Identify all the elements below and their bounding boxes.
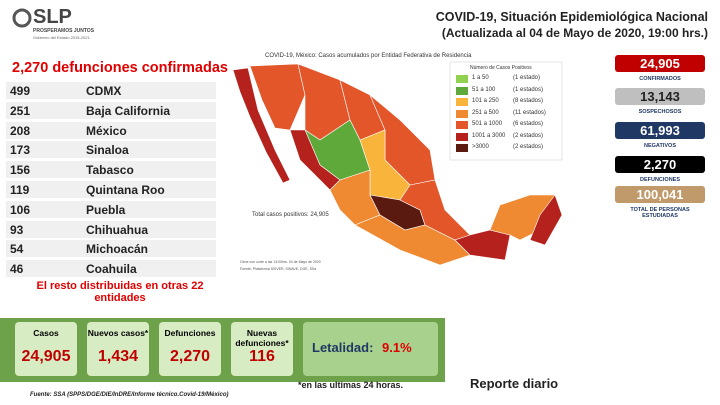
legend-range: >3000 [472,144,489,150]
stat-value: 100,041 [615,186,705,203]
stat-value: 13,143 [615,88,705,105]
summary-label: Casos [33,328,59,338]
footnote: *en las ultimas 24 horas. [298,380,404,390]
government: Gobierno del Estado 2015-2021 [33,35,90,40]
death-count: 54 [10,242,24,257]
death-count: 119 [10,183,30,197]
death-count: 156 [10,163,31,178]
death-count: 106 [10,202,31,217]
report: Reporte diario [470,376,559,391]
map-note: Fuente: Plataforma SISVER, SINAVE, DGE, … [240,267,317,271]
legend-range: 51 a 100 [472,86,496,93]
map-region [232,67,291,184]
subtitle: (Actualizada al 04 de Mayo de 2020, 19:0… [441,26,708,40]
map [232,63,563,266]
death-row: 499 CDMX [6,82,216,99]
death-count: 251 [10,103,31,118]
death-state: México [86,123,127,138]
stat-label: CONFIRMADOS [639,76,681,82]
death-row: 173 Sinaloa [6,141,216,159]
legend-swatch [456,75,468,83]
death-state: CDMX [86,84,122,98]
summary-label: Defunciones [164,328,216,338]
legend-count: (8 estados) [513,98,544,104]
logo: SLP [33,6,72,28]
logo-mark [12,8,32,28]
stat-value: 2,270 [615,156,705,173]
summary-value: 116 [249,348,275,365]
death-row: 54 Michoacán [6,240,216,258]
legend-swatch [456,121,468,129]
death-count: 208 [10,123,31,138]
legend-count: (6 estados) [513,121,544,127]
summary-label: Nuevas defunciones* [235,328,289,348]
title: COVID-19, Situación Epidemiológica Nacio… [435,10,708,24]
death-count: 499 [10,84,31,98]
lethality-box [303,322,438,376]
slogan: PROSPERAMOS JUNTOS [33,28,95,34]
legend-box [449,61,563,161]
legend-swatch [456,86,468,95]
summary-value: 24,905 [21,348,71,365]
death-count: 46 [10,262,24,277]
legend-range: 101 a 250 [472,98,499,104]
legend-count: (1 estados) [513,86,544,93]
death-state: Puebla [86,202,126,217]
death-row: 251 Baja California [6,101,216,119]
death-state: Chihuahua [86,222,148,237]
legend-swatch [456,144,468,152]
lethality-label: Letalidad: [312,340,374,355]
stat-value: 24,905 [615,55,705,72]
source: Fuente: SSA (SPPS/DGE/DIE/InDRE/Informe … [30,392,229,398]
death-state: Tabasco [86,163,134,178]
legend-range: 501 a 1000 [472,121,503,127]
legend-count: (11 estados) [513,109,546,116]
legend-swatch [456,98,468,106]
death-row: 106 Puebla [6,200,216,218]
stat-label: NEGATIVOS [644,143,676,149]
death-count: 173 [10,143,31,158]
legend-count: (2 estados) [513,144,544,150]
summary-box: Nuevas defunciones* 116 [231,322,293,376]
death-state: Coahuila [86,262,137,277]
death-row: 93 Chihuahua [6,220,216,238]
death-row: 46 Coahuila [6,260,216,278]
legend-count: (2 estados) [513,132,544,139]
death-row: 156 Tabasco [6,161,216,179]
map-total: Total casos positivos: 24,905 [252,212,329,218]
death-row: 208 México [6,121,216,139]
summary-box: Casos 24,905 [15,322,77,376]
stat-label: SOSPECHOSOS [638,109,682,115]
death-count: 93 [10,222,24,237]
map-title: COVID-19, México: Casos acumulados por E… [265,53,472,59]
legend-swatch [456,132,468,141]
death-row: 119 Quintana Roo [6,181,216,198]
legend-title: Número de Casos Positivos [470,65,532,71]
lethality-value: 9.1% [382,340,412,355]
summary-label: Nuevos casos* [87,328,149,338]
summary-value: 2,270 [169,348,211,365]
death-state: Quintana Roo [86,183,165,197]
stat-value: 61,993 [615,122,705,139]
death-state: Sinaloa [86,143,129,158]
summary-box: Defunciones 2,270 [159,322,221,376]
summary-value: 1,434 [97,348,139,365]
legend-count: (1 estado) [513,75,541,81]
legend-range: 1 a 50 [472,75,489,81]
legend-range: 251 a 500 [472,109,499,116]
map-region [529,194,563,246]
summary-box: Nuevos casos* 1,434 [87,322,149,376]
deaths-headline: 2,270 defunciones confirmadas [12,60,228,76]
legend-swatch [456,109,468,118]
stat-label: DEFUNCIONES [639,177,681,183]
death-state: Michoacán [86,242,149,257]
stat-label: TOTAL DE PERSONAS ESTUDIADAS [630,207,690,219]
map-note: Gene con corte a las 13:00hrs. 04 de May… [240,260,321,264]
deaths-rest: El resto distribuidas en otras 22 entida… [36,280,204,304]
death-state: Baja California [86,103,171,118]
legend-range: 1001 a 3000 [472,132,506,139]
